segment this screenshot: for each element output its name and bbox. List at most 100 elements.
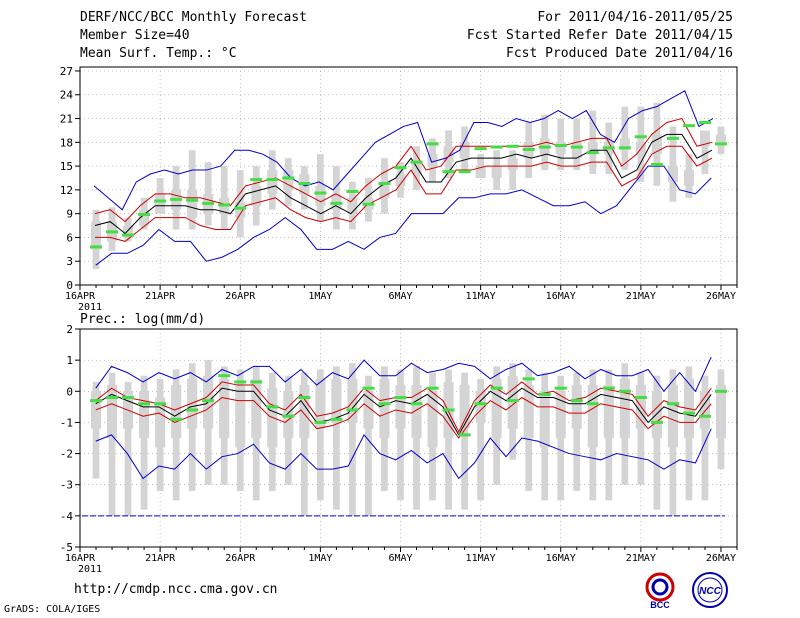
bcc-logo: BCC: [645, 572, 675, 610]
series-p10-line: [95, 145, 713, 242]
obs-marker: [650, 163, 663, 167]
y-tick-label: 6: [66, 231, 73, 244]
obs-marker: [426, 142, 439, 146]
box-quartile: [459, 385, 470, 429]
obs-marker: [426, 386, 439, 390]
obs-marker: [506, 144, 519, 148]
obs-marker: [442, 170, 455, 174]
box-quartile: [315, 378, 326, 429]
box-quartile: [475, 391, 486, 423]
box-whisker: [300, 372, 308, 516]
obs-marker: [490, 145, 503, 149]
y-tick-label: -5: [60, 541, 73, 554]
obs-marker: [202, 201, 215, 205]
obs-marker: [186, 198, 199, 202]
ncc-logo: NCC: [692, 572, 728, 608]
obs-marker: [250, 380, 263, 384]
obs-marker: [442, 408, 455, 412]
x-tick-label: 26APR: [225, 291, 256, 302]
box-whisker: [573, 372, 581, 491]
obs-marker: [266, 178, 279, 182]
obs-marker: [298, 396, 311, 400]
box-quartile: [315, 185, 326, 206]
obs-marker: [330, 201, 343, 205]
obs-marker: [618, 146, 631, 150]
box-whisker: [317, 369, 324, 501]
box-quartile: [123, 225, 134, 238]
box-whisker: [653, 375, 661, 510]
box-quartile: [139, 391, 150, 438]
obs-marker: [378, 402, 391, 406]
box-quartile: [683, 170, 694, 186]
box-quartile: [90, 221, 102, 250]
obs-marker: [170, 197, 183, 201]
obs-marker: [570, 145, 583, 149]
y-tick-label: 12: [60, 184, 73, 197]
box-quartile: [507, 158, 518, 171]
box-quartile: [507, 375, 518, 429]
box-quartile: [667, 385, 678, 448]
box-whisker: [92, 381, 100, 479]
box-quartile: [715, 134, 727, 143]
obs-marker: [218, 374, 231, 378]
member-size: Member Size=40: [80, 28, 190, 43]
obs-marker: [490, 386, 503, 390]
x-tick-label: 21APR: [145, 291, 176, 302]
y-tick-label: 0: [66, 385, 73, 398]
header-right: For 2011/04/16-2011/05/25 Fcst Started R…: [467, 9, 733, 63]
y-tick-label: 3: [66, 255, 73, 268]
obs-marker: [314, 420, 327, 424]
series-max-line: [93, 90, 714, 211]
obs-marker: [266, 405, 279, 409]
y-tick-label: 1: [66, 354, 73, 367]
box-quartile: [155, 193, 166, 214]
box-quartile: [443, 146, 454, 163]
box-quartile: [555, 391, 566, 438]
box-quartile: [107, 385, 118, 438]
box-quartile: [379, 185, 390, 198]
box-quartile: [283, 170, 294, 190]
x-tick-label: 21APR: [145, 553, 176, 564]
box-whisker: [637, 372, 645, 485]
obs-marker: [362, 202, 375, 206]
obs-marker: [394, 396, 407, 400]
x-tick-label: 16MAY: [546, 291, 576, 302]
obs-marker: [522, 147, 535, 151]
obs-marker: [538, 145, 551, 149]
obs-marker: [458, 433, 471, 437]
box-quartile: [251, 185, 262, 206]
source-url[interactable]: http://cmdp.ncc.cma.gov.cn: [74, 582, 278, 597]
obs-marker: [330, 417, 343, 421]
box-quartile: [667, 166, 678, 182]
panel-ylabel: Prec.: log(mm/d): [80, 312, 205, 327]
x-tick-label: 16MAY: [546, 553, 576, 564]
obs-marker: [378, 182, 391, 186]
obs-marker: [394, 166, 407, 170]
box-quartile: [331, 193, 342, 210]
obs-marker: [554, 143, 567, 147]
obs-marker: [122, 233, 135, 237]
box-quartile: [363, 391, 374, 429]
box-quartile: [523, 385, 534, 438]
obs-marker: [698, 414, 711, 418]
obs-marker: [218, 203, 231, 207]
panel-temperature: 0 3 6 9 12 15 18 21 24 27 16APR 21APR 26APR 1MAY 6MAY 1…: [60, 65, 738, 313]
obs-marker: [698, 120, 711, 124]
box-quartile: [395, 174, 406, 186]
box-quartile: [587, 385, 598, 448]
y-tick-label: -4: [60, 510, 74, 523]
variable-label: Mean Surf. Temp.: °C: [80, 46, 237, 61]
plot-frame: [79, 66, 738, 286]
x-tick-label: 11MAY: [466, 553, 496, 564]
plot-frame: [79, 328, 738, 548]
obs-marker: [234, 380, 247, 384]
obs-marker: [650, 420, 663, 424]
box-quartile: [651, 391, 662, 438]
series-p90-line: [94, 117, 713, 223]
obs-marker: [282, 414, 295, 418]
x-tick-label: 1MAY: [308, 553, 332, 564]
box-whisker: [397, 369, 404, 501]
obs-marker: [138, 212, 151, 216]
obs-marker: [666, 402, 679, 406]
obs-marker: [634, 135, 647, 139]
